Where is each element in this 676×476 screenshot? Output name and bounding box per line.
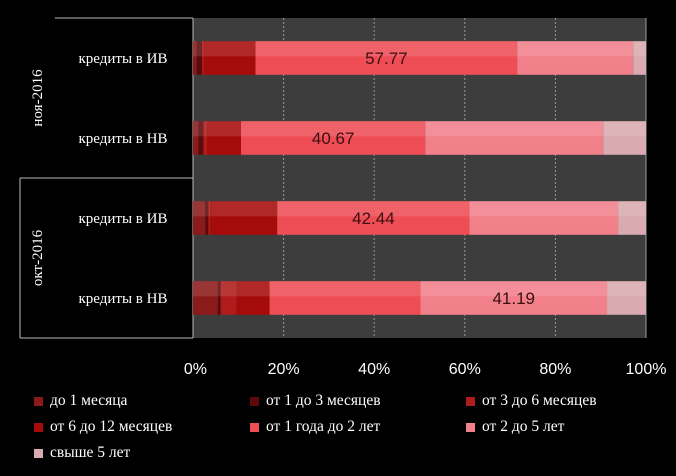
bar-segment xyxy=(618,201,646,235)
bar-segment-highlight xyxy=(517,41,634,57)
bar-segment xyxy=(469,201,619,235)
legend-item: от 3 до 6 месяцев xyxy=(466,388,666,414)
legend-item: от 6 до 12 месяцев xyxy=(34,414,250,440)
legend-item: от 2 до 5 лет xyxy=(466,414,666,440)
legend-label: от 3 до 6 месяцев xyxy=(482,392,597,409)
bar-segment xyxy=(193,201,206,235)
x-tick-label: 80% xyxy=(539,361,571,378)
x-tick-label: 100% xyxy=(626,361,667,378)
legend-swatch xyxy=(466,422,475,432)
bar-segment xyxy=(203,41,256,75)
legend-swatch xyxy=(250,396,259,406)
bar-segment xyxy=(517,41,634,75)
data-label: 57.77 xyxy=(365,49,408,68)
bar-segment xyxy=(603,121,646,155)
bar-segment xyxy=(210,201,278,235)
data-label: 40.67 xyxy=(312,129,355,148)
bar-segment-highlight xyxy=(220,281,237,297)
bar-segment xyxy=(425,121,604,155)
legend-swatch xyxy=(34,396,43,406)
bar-segment xyxy=(633,41,646,75)
legend-swatch xyxy=(250,422,259,432)
bar-segment-highlight xyxy=(420,281,608,297)
bar-segment-highlight xyxy=(425,121,604,137)
legend-swatch xyxy=(466,396,475,406)
data-label: 42.44 xyxy=(352,209,395,228)
legend-swatch xyxy=(34,448,43,458)
bar-segment-highlight xyxy=(607,281,646,297)
legend-label: от 1 года до 2 лет xyxy=(266,418,381,435)
bar-segment-highlight xyxy=(193,121,199,137)
bar-segment xyxy=(236,281,270,315)
bar-segment xyxy=(420,281,608,315)
bar-segment xyxy=(255,41,518,75)
group-label: ноя-2016 xyxy=(30,69,46,127)
bar-segment xyxy=(193,41,197,75)
bars: 57.77 40.67 42.44 41.19 xyxy=(193,41,646,315)
x-tick-label: 20% xyxy=(268,361,300,378)
legend-item: до 1 месяца xyxy=(34,388,250,414)
bar-segment xyxy=(205,201,209,235)
bar-segment xyxy=(207,121,242,155)
bar-segment-highlight xyxy=(193,41,197,57)
bar-segment-highlight xyxy=(198,121,204,137)
x-tick-label: 0% xyxy=(184,361,207,378)
bar-segment xyxy=(607,281,646,315)
bar-segment xyxy=(203,121,208,155)
bar-segment-highlight xyxy=(203,121,208,137)
category-label: кредиты в НВ xyxy=(79,291,168,307)
bar-segment-highlight xyxy=(193,201,206,217)
x-tick-label: 60% xyxy=(449,361,481,378)
legend-label: от 2 до 5 лет xyxy=(482,418,565,435)
legend-swatch xyxy=(34,422,43,432)
legend-label: до 1 месяца xyxy=(50,392,128,409)
group-label: окт-2016 xyxy=(30,229,46,286)
bar-segment-highlight xyxy=(208,201,211,217)
bar-segment xyxy=(269,281,421,315)
category-labels: кредиты в ИВ кредиты в НВ ноя-2016 кредиты … xyxy=(30,51,167,307)
bar-segment-highlight xyxy=(618,201,646,217)
legend-label: от 1 до 3 месяцев xyxy=(266,392,381,409)
bar-segment xyxy=(208,201,211,235)
bar-segment-highlight xyxy=(277,201,470,217)
legend-label: свыше 5 лет xyxy=(50,444,131,461)
bar-segment xyxy=(198,121,204,155)
data-label: 41.19 xyxy=(492,289,535,308)
bar-segment-highlight xyxy=(236,281,270,297)
bar-segment xyxy=(217,281,221,315)
legend-item: от 1 года до 2 лет xyxy=(250,414,466,440)
category-label: кредиты в НВ xyxy=(79,131,168,147)
bar-segment xyxy=(196,41,203,75)
bar-segment-highlight xyxy=(255,41,518,57)
bar-segment xyxy=(202,41,204,75)
bar-segment-highlight xyxy=(193,281,218,297)
category-label: кредиты в ИВ xyxy=(79,211,168,227)
x-axis-ticks: 0% 20% 40% 60% 80% 100% xyxy=(184,361,667,378)
bar-segment xyxy=(241,121,426,155)
bar-segment-highlight xyxy=(203,41,256,57)
bar-segment-highlight xyxy=(207,121,242,137)
bar-segment-highlight xyxy=(196,41,203,57)
bar-segment xyxy=(193,121,199,155)
bar-segment xyxy=(277,201,470,235)
bar-segment-highlight xyxy=(269,281,421,297)
bar-segment-highlight xyxy=(603,121,646,137)
legend-label: от 6 до 12 месяцев xyxy=(50,418,173,435)
bar-segment-highlight xyxy=(469,201,619,217)
legend: до 1 месяца от 1 до 3 месяцев от 3 до 6 ме… xyxy=(34,388,670,466)
bar-segment-highlight xyxy=(202,41,204,57)
bar-segment-highlight xyxy=(241,121,426,137)
legend-item: от 1 до 3 месяцев xyxy=(250,388,466,414)
bar-segment xyxy=(193,281,218,315)
x-tick-label: 40% xyxy=(358,361,390,378)
legend-item: свыше 5 лет xyxy=(34,440,250,466)
bar-segment-highlight xyxy=(205,201,209,217)
bar-segment-highlight xyxy=(210,201,278,217)
bar-segment xyxy=(220,281,237,315)
bar-segment-highlight xyxy=(633,41,646,57)
category-label: кредиты в ИВ xyxy=(79,51,168,67)
bar-segment-highlight xyxy=(217,281,221,297)
